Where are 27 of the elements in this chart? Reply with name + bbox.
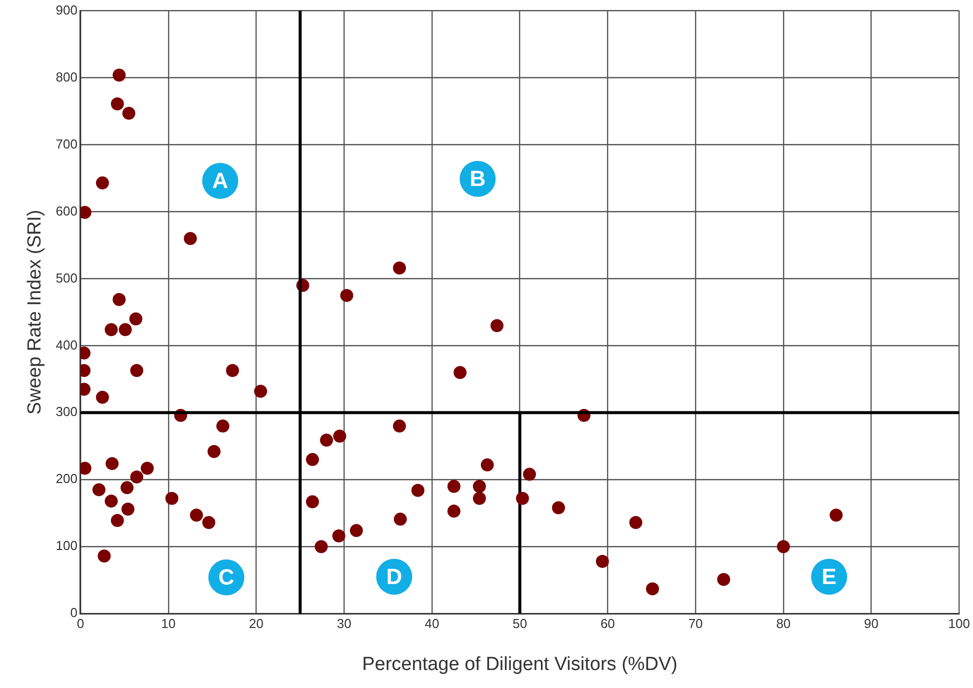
x-tick-label: 70 <box>688 616 703 631</box>
x-tick-label: 10 <box>161 616 176 631</box>
y-tick-label: 500 <box>56 270 78 286</box>
annotation: D <box>386 564 402 589</box>
annotation: E <box>822 564 836 589</box>
annotation: A <box>212 168 228 193</box>
x-tick-label: 100 <box>948 616 970 631</box>
y-tick-label: 800 <box>56 69 78 84</box>
annotation: B <box>470 166 486 191</box>
y-tick-label: 100 <box>56 538 78 554</box>
x-tick-label: 90 <box>864 616 879 631</box>
x-tick-label: 80 <box>776 616 791 631</box>
y-axis-title: Sweep Rate Index (SRI) <box>24 210 46 415</box>
x-tick-label: 60 <box>600 616 615 631</box>
x-tick-label: 50 <box>512 616 528 631</box>
x-tick-label: 40 <box>424 616 440 631</box>
y-tick-label: 900 <box>56 2 78 18</box>
x-tick-label: 20 <box>248 616 264 631</box>
x-axis-title: Percentage of Diligent Visitors (%DV) <box>362 654 678 675</box>
y-tick-label: 200 <box>56 471 78 486</box>
y-tick-label: 400 <box>56 337 78 352</box>
x-tick-label: 30 <box>336 616 352 631</box>
annotation: C <box>218 564 234 590</box>
y-tick-label: 600 <box>56 203 78 218</box>
y-tick-label: 0 <box>70 605 78 620</box>
y-tick-label: 700 <box>56 136 78 152</box>
y-tick-label: 300 <box>56 404 78 420</box>
